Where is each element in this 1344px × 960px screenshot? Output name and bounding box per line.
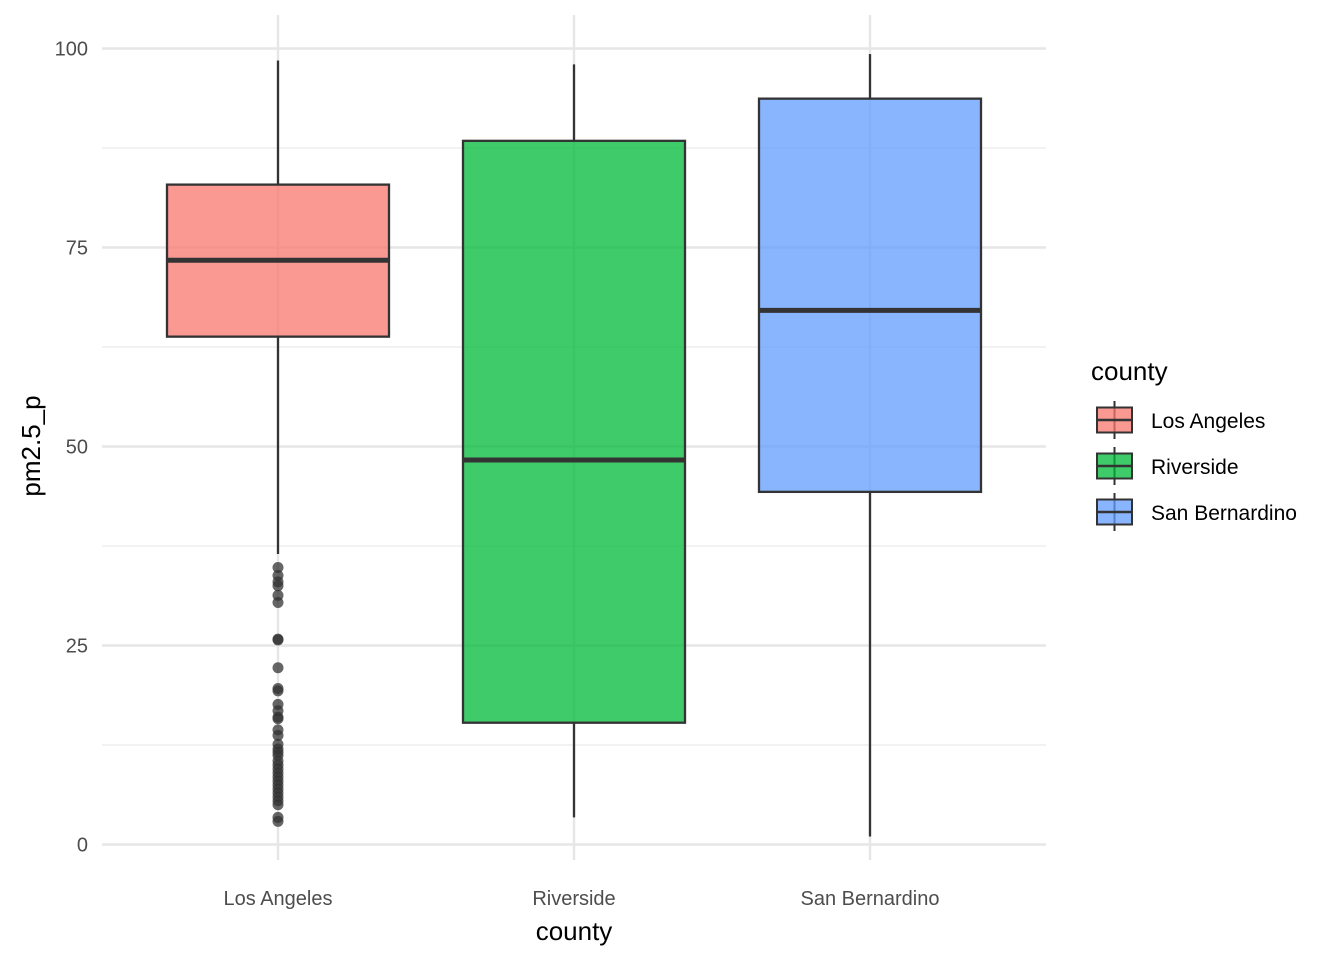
legend-label: Riverside (1151, 456, 1239, 479)
legend-item: San Bernardino (1096, 493, 1297, 531)
box (461, 139, 687, 724)
outliers (272, 561, 284, 827)
legend-label: Los Angeles (1151, 410, 1265, 433)
x-tick-label: San Bernardino (801, 888, 940, 910)
outlier-point (272, 580, 284, 592)
y-tick-label: 25 (66, 636, 88, 658)
y-tick-label: 100 (55, 39, 88, 61)
whiskers (276, 54, 872, 837)
legend-item: Los Angeles (1096, 401, 1265, 439)
x-axis-ticks: Los Angeles Riverside San Bernardino (224, 888, 940, 910)
outlier-point (272, 685, 284, 697)
legend-item: Riverside (1096, 447, 1239, 485)
y-axis-title: pm2.5_p (16, 395, 46, 496)
outlier-point (272, 729, 284, 741)
boxes (165, 97, 983, 724)
y-axis-ticks: 0 25 50 75 100 (55, 39, 88, 857)
x-tick-label: Riverside (532, 888, 615, 910)
outlier-point (272, 634, 284, 646)
outlier-point (272, 815, 284, 827)
legend: county Los Angeles Riverside San Bernardin… (1091, 356, 1297, 531)
outlier-point (272, 561, 284, 573)
x-tick-label: Los Angeles (224, 888, 333, 910)
legend-items: Los Angeles Riverside San Bernardino (1096, 401, 1297, 531)
y-tick-label: 0 (77, 835, 88, 857)
y-tick-label: 75 (66, 238, 88, 260)
outlier-point (272, 597, 284, 609)
outlier-point (272, 713, 284, 725)
outlier-point (272, 662, 284, 674)
outlier-point (272, 799, 284, 811)
box (757, 97, 983, 494)
y-tick-label: 50 (66, 437, 88, 459)
legend-title: county (1091, 356, 1168, 386)
legend-label: San Bernardino (1151, 502, 1297, 525)
x-axis-title: county (536, 916, 613, 946)
